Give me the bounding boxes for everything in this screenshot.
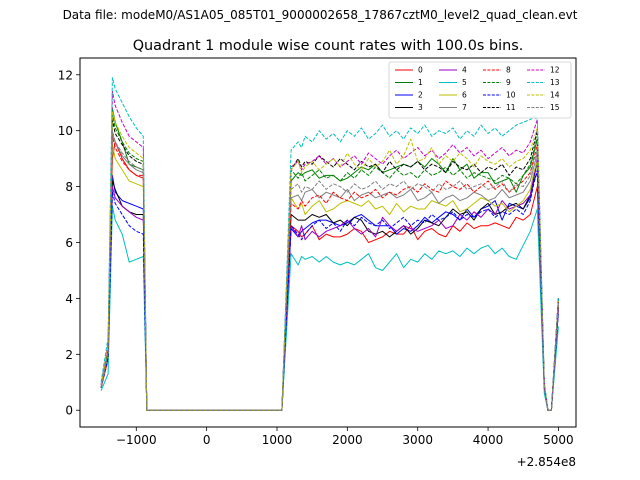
legend-label-7: 7 [462, 103, 467, 112]
series-line-9 [100, 113, 559, 411]
legend-label-13: 13 [550, 78, 560, 87]
legend-label-6: 6 [462, 91, 467, 100]
legend-label-11: 11 [506, 103, 516, 112]
legend-label-2: 2 [418, 91, 423, 100]
x-tick-label: 4000 [473, 433, 504, 447]
series-line-10 [100, 169, 559, 411]
chart-title: Quadrant 1 module wise count rates with … [133, 38, 524, 54]
axes-frame [79, 57, 577, 428]
y-tick-label: 8 [65, 180, 73, 194]
y-tick-label: 12 [58, 68, 73, 82]
x-tick-label: −1000 [116, 433, 157, 447]
x-tick-label: 0 [203, 433, 211, 447]
legend-label-0: 0 [418, 66, 423, 75]
x-tick-label: 1000 [262, 433, 293, 447]
legend-label-12: 12 [550, 66, 560, 75]
x-offset-label: +2.854e8 [517, 455, 576, 469]
legend-label-1: 1 [418, 78, 423, 87]
legend-label-9: 9 [506, 78, 511, 87]
y-tick-label: 6 [65, 236, 73, 250]
plot-lines [100, 77, 559, 411]
legend-label-3: 3 [418, 103, 423, 112]
series-line-15 [100, 130, 559, 411]
figure-suptitle: Data file: modeM0/AS1A05_085T01_90000026… [63, 8, 578, 22]
y-tick-label: 4 [65, 292, 73, 306]
legend-label-15: 15 [550, 103, 560, 112]
legend-label-5: 5 [462, 78, 467, 87]
legend-frame [388, 61, 572, 119]
y-tick-label: 2 [65, 348, 73, 362]
y-tick-label: 0 [65, 404, 73, 418]
x-tick-label: 2000 [332, 433, 363, 447]
legend-label-14: 14 [550, 91, 560, 100]
x-tick-label: 5000 [543, 433, 574, 447]
legend-label-10: 10 [506, 91, 516, 100]
x-tick-label: 3000 [402, 433, 433, 447]
legend-label-4: 4 [462, 66, 467, 75]
y-tick-label: 10 [58, 124, 73, 138]
legend-label-8: 8 [506, 66, 511, 75]
